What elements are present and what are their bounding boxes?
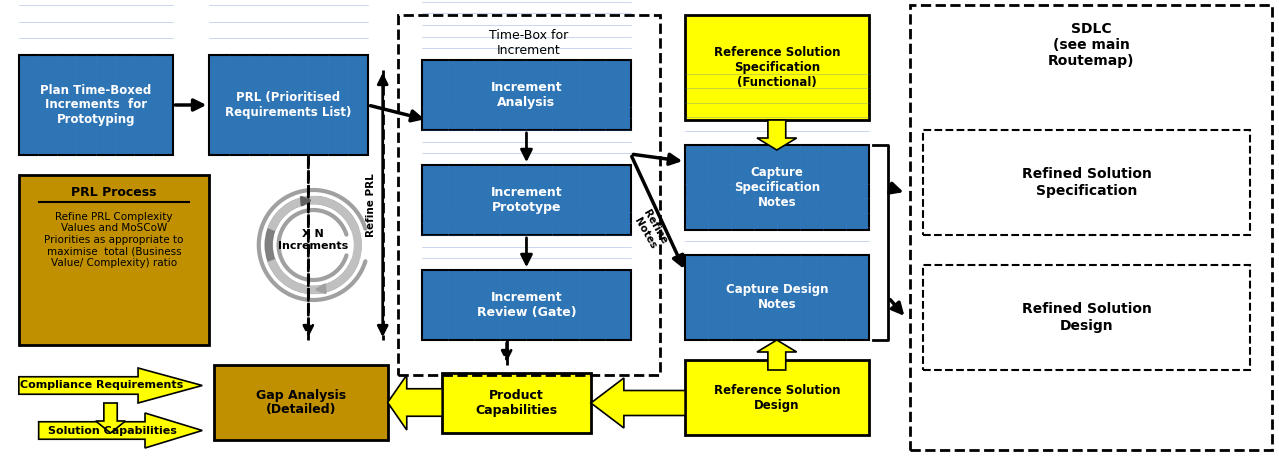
FancyBboxPatch shape [686, 145, 868, 230]
Text: SDLC
(see main
Routemap): SDLC (see main Routemap) [1048, 22, 1134, 68]
Text: Reference Solution
Specification
(Functional): Reference Solution Specification (Functi… [714, 46, 840, 89]
Text: Capture Design
Notes: Capture Design Notes [725, 284, 828, 312]
Text: Plan Time-Boxed
Increments  for
Prototyping: Plan Time-Boxed Increments for Prototypi… [40, 84, 151, 127]
FancyBboxPatch shape [422, 165, 631, 235]
Text: Increment
Review (Gate): Increment Review (Gate) [477, 291, 577, 319]
Polygon shape [96, 403, 125, 433]
Text: Refined Solution
Design: Refined Solution Design [1022, 302, 1151, 333]
Text: Solution Capabilities: Solution Capabilities [47, 425, 177, 436]
Text: Compliance Requirements: Compliance Requirements [19, 381, 183, 391]
Text: X N
Increments: X N Increments [278, 229, 348, 251]
Polygon shape [757, 120, 797, 150]
Polygon shape [591, 378, 686, 428]
Bar [923, 265, 1251, 370]
Polygon shape [38, 413, 202, 448]
FancyBboxPatch shape [422, 60, 631, 130]
Polygon shape [757, 340, 797, 370]
Text: Refine PRL Complexity
Values and MoSCoW
Priorities as appropriate to
maximise  t: Refine PRL Complexity Values and MoSCoW … [45, 212, 184, 268]
FancyBboxPatch shape [210, 55, 368, 155]
FancyBboxPatch shape [686, 255, 868, 340]
Text: Refine PRL: Refine PRL [366, 173, 376, 237]
Bar [398, 15, 660, 375]
FancyBboxPatch shape [19, 55, 173, 155]
Text: Increment
Prototype: Increment Prototype [491, 186, 563, 214]
FancyBboxPatch shape [686, 360, 868, 435]
Text: PRL Process: PRL Process [72, 186, 157, 200]
Polygon shape [388, 375, 443, 430]
Polygon shape [19, 368, 202, 403]
Text: Reference Solution
Design: Reference Solution Design [714, 384, 840, 412]
FancyBboxPatch shape [443, 373, 591, 433]
Text: Gap Analysis
(Detailed): Gap Analysis (Detailed) [256, 388, 347, 416]
Text: Increment
Analysis: Increment Analysis [491, 81, 563, 109]
FancyBboxPatch shape [422, 270, 631, 340]
Bar [911, 5, 1273, 450]
Text: Capture
Specification
Notes: Capture Specification Notes [734, 166, 820, 209]
Text: Refined Solution
Specification: Refined Solution Specification [1022, 168, 1151, 198]
Text: PRL (Prioritised
Requirements List): PRL (Prioritised Requirements List) [225, 91, 352, 119]
Bar [923, 130, 1251, 235]
FancyBboxPatch shape [19, 175, 210, 345]
FancyBboxPatch shape [214, 365, 388, 440]
Text: Time-Box for
Increment: Time-Box for Increment [490, 29, 569, 57]
FancyBboxPatch shape [686, 15, 868, 120]
Text: Product
Capabilities: Product Capabilities [476, 389, 558, 417]
Text: Refine
Notes: Refine Notes [632, 208, 669, 252]
